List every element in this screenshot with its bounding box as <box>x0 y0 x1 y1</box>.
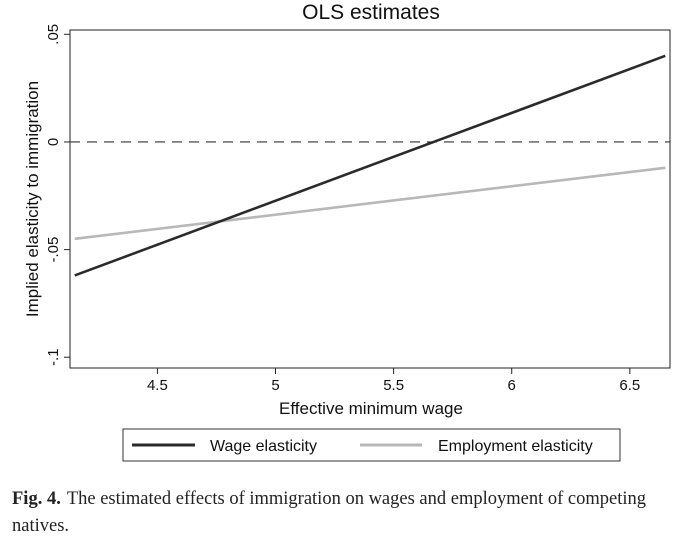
x-tick-label: 6 <box>508 377 516 394</box>
y-tick-label: .05 <box>45 24 62 45</box>
wage-elasticity-line <box>74 54 666 277</box>
y-tick-label: -.05 <box>45 237 62 263</box>
employment-elasticity-line <box>74 166 666 241</box>
figure-caption-label: Fig. 4. <box>12 489 61 509</box>
x-tick-label: 5 <box>271 377 279 394</box>
plot-frame <box>69 29 671 369</box>
legend-label-employment: Employment elasticity <box>438 438 593 455</box>
chart-title: OLS estimates <box>302 1 440 24</box>
figure-caption: Fig. 4. The estimated effects of immigrat… <box>12 486 688 540</box>
y-axis: -.1 -.05 0 .05 <box>45 24 70 366</box>
x-tick-label: 6.5 <box>619 377 640 394</box>
legend: Wage elasticity Employment elasticity <box>122 428 621 462</box>
chart: OLS estimates -.1 -.05 0 .05 4.5 5 5.5 6 6.5 Ef… <box>23 1 671 462</box>
series-group <box>74 54 666 277</box>
legend-label-wage: Wage elasticity <box>210 438 317 455</box>
figure-caption-text: The estimated effects of immigration on … <box>12 489 646 536</box>
y-tick-label: -.1 <box>45 348 62 366</box>
y-tick-label: 0 <box>45 138 62 146</box>
x-tick-label: 5.5 <box>383 377 404 394</box>
x-axis: 4.5 5 5.5 6 6.5 <box>147 368 640 394</box>
x-tick-label: 4.5 <box>147 377 168 394</box>
x-axis-label: Effective minimum wage <box>279 399 463 418</box>
y-axis-label: Implied elasticity to immigration <box>23 81 42 317</box>
